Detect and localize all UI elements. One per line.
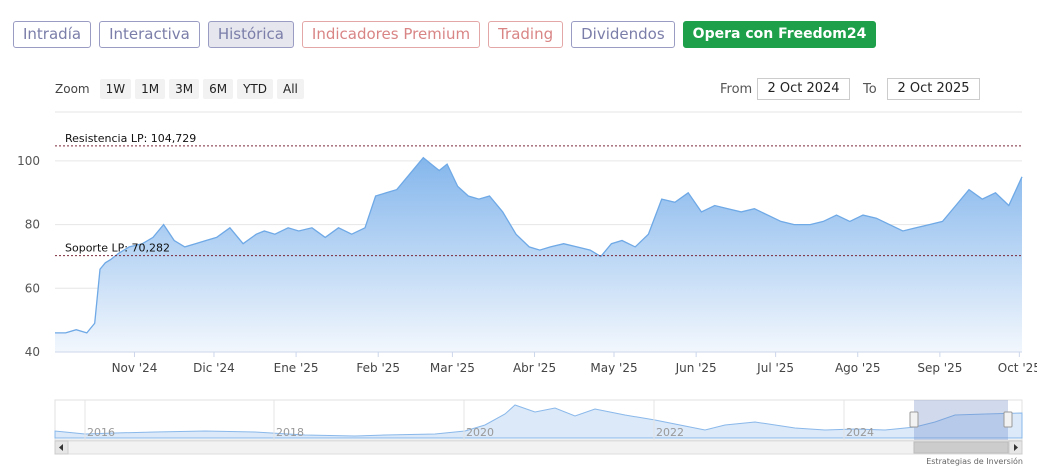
series-line <box>55 156 1023 334</box>
tab-indicadores-premium[interactable]: Indicadores Premium <box>301 21 481 48</box>
x-tick-label: Jul '25 <box>756 361 794 375</box>
x-tick-label: Oct '25 <box>998 361 1037 375</box>
tab-intrad-a[interactable]: Intradía <box>13 21 92 48</box>
navigator-year-label: 2020 <box>466 426 494 439</box>
tab-opera-con-freedom24[interactable]: Opera con Freedom24 <box>682 21 877 48</box>
scrollbar-track <box>54 440 1023 455</box>
x-tick-label: Jun '25 <box>675 361 717 375</box>
tab-hist-rica[interactable]: Histórica <box>207 21 294 48</box>
zoom-all-button[interactable]: All <box>277 79 304 99</box>
x-tick-label: Mar '25 <box>430 361 475 375</box>
navigator-handle-left[interactable] <box>909 411 919 428</box>
series-area <box>55 157 1022 352</box>
zoom-6m-button[interactable]: 6M <box>203 79 234 99</box>
chart-tabs: Intradía Interactiva Histórica Indicadores … <box>13 21 877 48</box>
x-tick-label: Dic '24 <box>193 361 235 375</box>
x-tick-label: Nov '24 <box>112 361 158 375</box>
zoom-1m-button[interactable]: 1M <box>135 79 166 99</box>
support-label: Soporte LP: 70,282 <box>65 242 170 255</box>
tab-trading[interactable]: Trading <box>488 21 564 48</box>
navigator-handle-right[interactable] <box>1003 411 1013 428</box>
zoom-controls: Zoom 1W 1M 3M 6M YTD All <box>55 79 304 99</box>
x-tick-label: Ago '25 <box>835 361 881 375</box>
arrow-left-icon <box>59 444 63 451</box>
navigator-year-label: 2024 <box>846 426 874 439</box>
y-tick-label: 80 <box>25 218 40 232</box>
navigator-year-label: 2022 <box>656 426 684 439</box>
from-label: From <box>720 82 753 97</box>
y-tick-label: 60 <box>25 281 40 295</box>
zoom-1w-button[interactable]: 1W <box>99 79 132 99</box>
navigator-year-label: 2016 <box>87 426 115 439</box>
zoom-ytd-button[interactable]: YTD <box>237 79 273 99</box>
navigator: 2016 2018 2020 2022 2024 <box>54 399 1023 455</box>
x-tick-label: May '25 <box>590 361 637 375</box>
navigator-selection[interactable] <box>914 400 1008 440</box>
price-chart: 40 60 80 100 Resistencia LP: 104,729 Soporte … <box>17 111 1037 375</box>
x-tick-label: Ene '25 <box>274 361 319 375</box>
y-tick-label: 100 <box>17 154 40 168</box>
arrow-right-icon <box>1014 444 1018 451</box>
to-date-input[interactable]: 2 Oct 2025 <box>887 78 980 100</box>
tab-dividendos[interactable]: Dividendos <box>571 21 675 48</box>
tab-interactiva[interactable]: Interactiva <box>99 21 200 48</box>
navigator-year-label: 2018 <box>276 426 304 439</box>
scrollbar-thumb[interactable] <box>913 441 1009 454</box>
x-tick-label: Sep '25 <box>917 361 962 375</box>
resistance-label: Resistencia LP: 104,729 <box>65 132 196 145</box>
zoom-3m-button[interactable]: 3M <box>169 79 200 99</box>
x-tick-label: Abr '25 <box>513 361 556 375</box>
zoom-label: Zoom <box>55 82 90 96</box>
credit-text: Estrategias de Inversión <box>926 457 1023 466</box>
x-tick-label: Feb '25 <box>356 361 400 375</box>
from-date-input[interactable]: 2 Oct 2024 <box>757 78 850 100</box>
y-tick-label: 40 <box>25 345 40 359</box>
to-label: To <box>863 82 877 97</box>
